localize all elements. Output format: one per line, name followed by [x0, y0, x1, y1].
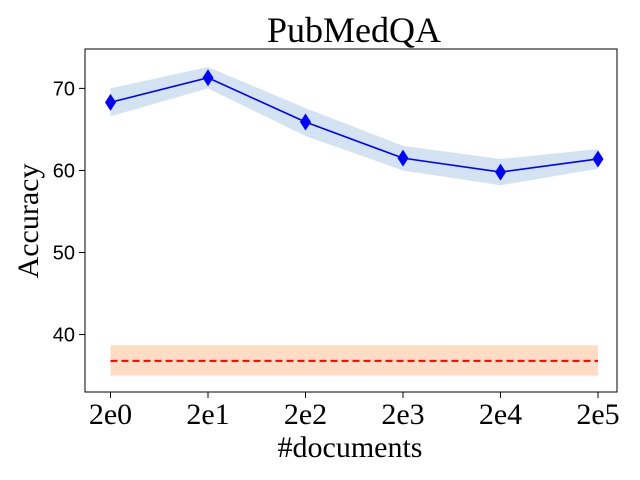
data-point-2e1 [202, 69, 214, 87]
data-point-2e3 [397, 149, 409, 167]
y-tick-label: 60 [53, 160, 75, 182]
y-axis-ticks: 40 50 60 70 [53, 78, 85, 347]
data-point-2e5 [592, 150, 604, 168]
data-point-2e2 [300, 113, 311, 131]
x-tick-label: 2e4 [479, 398, 522, 431]
chart-title: PubMedQA [267, 10, 441, 50]
series-line [110, 76, 599, 173]
y-tick-label: 50 [53, 243, 75, 265]
series-confidence-band [110, 67, 598, 186]
plot-frame [84, 48, 618, 393]
x-axis-ticks: 2e0 2e1 2e2 2e3 2e4 2e5 [89, 392, 620, 431]
x-tick-label: 2e2 [284, 398, 327, 431]
x-axis-label: #documents [278, 431, 423, 464]
y-axis-label: Accuracy [12, 164, 45, 279]
data-point-2e4 [495, 163, 506, 181]
data-point-2e0 [105, 93, 116, 111]
plot-area [105, 67, 604, 376]
y-tick-label: 40 [53, 325, 75, 347]
x-tick-label: 2e5 [576, 398, 619, 431]
x-tick-label: 2e1 [186, 398, 229, 431]
y-tick-label: 70 [53, 78, 75, 100]
x-tick-label: 2e3 [381, 398, 424, 431]
series-markers [105, 69, 604, 181]
x-tick-label: 2e0 [89, 398, 132, 431]
